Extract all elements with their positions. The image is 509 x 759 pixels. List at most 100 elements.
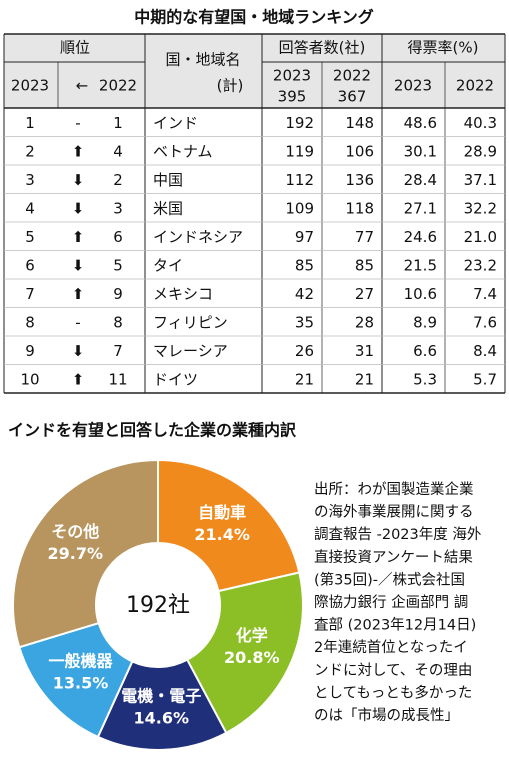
table-text: 27.1	[404, 199, 437, 217]
slice-value: 13.5%	[53, 673, 109, 692]
table-text: 8.9	[413, 313, 437, 331]
table-text: 28	[355, 313, 374, 331]
table-text: -	[75, 114, 80, 132]
table-text: 136	[345, 171, 374, 189]
table-text: 2	[25, 142, 35, 160]
table-text: ⬆	[72, 142, 85, 160]
source-line: の海外事業展開に関する	[314, 504, 474, 521]
source-line: 2年連続首位となったイ	[314, 639, 468, 656]
table-text: 6	[113, 228, 123, 246]
table-text: ⬇	[72, 171, 85, 189]
table-text: ベトナム	[153, 142, 213, 160]
table-text: 7.6	[473, 313, 497, 331]
table-text: 30.1	[404, 142, 437, 160]
table-text: 5.7	[473, 370, 497, 388]
table-text: インドネシア	[153, 228, 243, 246]
table-text: 23.2	[464, 256, 497, 274]
source-line: のは「市場の成長性」	[314, 707, 459, 724]
slice-label: 化学	[236, 626, 268, 645]
slice-label: 一般機器	[49, 651, 114, 670]
table-text: 4	[113, 142, 123, 160]
table-text: 8.4	[473, 342, 497, 360]
table-text: 3	[113, 199, 123, 217]
table-text: 5	[25, 228, 35, 246]
table-title: 中期的な有望国・地域ランキング	[134, 8, 374, 27]
donut-slice	[185, 571, 304, 735]
table-text: 回答者数(社)	[279, 39, 366, 57]
table-text: 1	[113, 114, 123, 132]
table-text: メキシコ	[153, 285, 213, 303]
center-label: 192社	[126, 593, 190, 618]
donut-slice	[96, 658, 228, 751]
table-text: 順位	[60, 39, 90, 57]
table-text: 4	[25, 199, 35, 217]
source-line: 出所：わが国製造業企業	[314, 480, 474, 498]
table-text: 11	[108, 370, 127, 388]
slice-value: 14.6%	[133, 708, 189, 727]
header-bg	[4, 34, 505, 108]
table-text: ⬆	[72, 370, 85, 388]
table-text: 得票率(%)	[408, 39, 479, 57]
table-text: フィリピン	[153, 313, 228, 331]
table-text: 26	[295, 342, 314, 360]
table-text: 5.3	[413, 370, 437, 388]
table-text: インド	[153, 114, 198, 132]
table-text: 9	[113, 285, 123, 303]
table-text: 7	[25, 285, 35, 303]
table-text: 21.5	[404, 256, 437, 274]
table-text: 77	[355, 228, 374, 246]
donut-slice	[157, 458, 301, 593]
table-text: 1	[25, 114, 35, 132]
slice-label: 自動車	[198, 503, 246, 522]
table-text: ⬇	[72, 256, 85, 274]
table-text: 106	[345, 142, 374, 160]
table-text: 28.9	[464, 142, 497, 160]
table-text: 2022	[99, 77, 137, 95]
slice-label: その他	[51, 522, 99, 541]
table-text: 42	[295, 285, 314, 303]
table-text: 2023	[273, 67, 311, 85]
table-text: 21	[295, 370, 314, 388]
table-text: 6.6	[413, 342, 437, 360]
table-text: 192	[285, 114, 314, 132]
table-text: 3	[25, 171, 35, 189]
table-text: 10	[20, 370, 39, 388]
source-line: 調査報告 -2023年度 海外	[314, 526, 481, 543]
table-text: ⬇	[72, 342, 85, 360]
source-line: 際協力銀行 企画部門 調	[314, 593, 468, 611]
table-text: ⬆	[72, 228, 85, 246]
donut-slice	[12, 458, 159, 649]
table-text: 米国	[153, 199, 183, 217]
table-text: 148	[345, 114, 374, 132]
table-text: 85	[355, 256, 374, 274]
table-text: 112	[285, 171, 314, 189]
table-text: 24.6	[404, 228, 437, 246]
table-text: ドイツ	[153, 370, 198, 388]
table-text: ⬆	[72, 285, 85, 303]
table-text: 7	[113, 342, 123, 360]
slice-value: 29.7%	[47, 544, 103, 563]
table-text: 2022	[456, 77, 494, 95]
table-text: 27	[355, 285, 374, 303]
table-text: 40.3	[464, 114, 497, 132]
table-text: 2	[113, 171, 123, 189]
table-text: ←	[76, 77, 89, 95]
table-text: 37.1	[464, 171, 497, 189]
table-text: 118	[345, 199, 374, 217]
table-text: 32.2	[464, 199, 497, 217]
slice-value: 20.8%	[224, 648, 280, 667]
source-line: (第35回)-／株式会社国	[314, 570, 465, 588]
table-text: ⬇	[72, 199, 85, 217]
table-text: 2023	[394, 77, 432, 95]
table-text: (計)	[217, 77, 244, 95]
table-text: 2022	[333, 67, 371, 85]
table-text: 10.6	[404, 285, 437, 303]
table-text: 48.6	[404, 114, 437, 132]
table-text: マレーシア	[153, 342, 228, 360]
table-text: 7.4	[473, 285, 497, 303]
source-line: としてもっとも多かった	[314, 684, 472, 701]
table-text: 21	[355, 370, 374, 388]
table-text: 2023	[11, 77, 49, 95]
source-line: 査部 (2023年12月14日)	[314, 617, 476, 634]
table-text: 395	[278, 88, 307, 106]
